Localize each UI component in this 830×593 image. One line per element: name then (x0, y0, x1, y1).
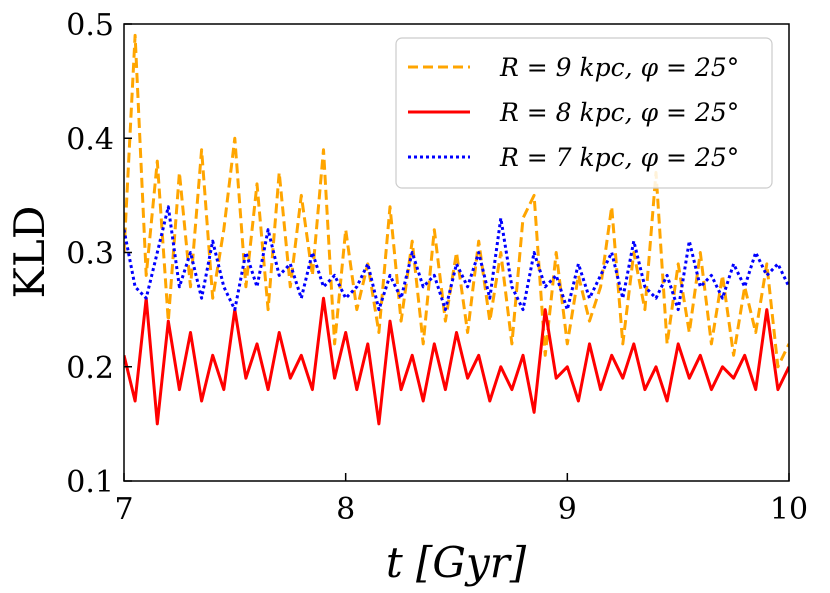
y-tick-label: 0.5 (66, 8, 114, 43)
legend-label-3: R = 7 kpc, φ = 25° (499, 143, 739, 172)
x-tick-label: 10 (770, 492, 808, 527)
x-tick-label: 8 (336, 492, 355, 527)
x-tick-label: 7 (114, 492, 133, 527)
legend-label-2: R = 8 kpc, φ = 25° (499, 98, 739, 127)
series-layer (124, 33, 789, 426)
y-tick-label: 0.3 (66, 237, 114, 272)
y-tick-label: 0.2 (66, 351, 114, 386)
legend-box (395, 37, 773, 189)
y-tick-label: 0.4 (66, 122, 114, 157)
series-line-2 (124, 296, 789, 426)
x-axis-title: t [Gyr] (386, 538, 527, 587)
legend-label-1: R = 9 kpc, φ = 25° (499, 53, 739, 82)
series-line-3 (124, 205, 789, 312)
y-axis-title: KLD (5, 206, 54, 299)
x-tick-label: 9 (558, 492, 577, 527)
y-tick-label: 0.1 (66, 465, 114, 500)
series-line-1 (124, 33, 789, 369)
ticks-layer: 7 8 9 10 0.1 0.2 0.3 0.4 0.5 (66, 8, 808, 527)
legend: R = 9 kpc, φ = 25° R = 8 kpc, φ = 25° R = … (395, 37, 773, 189)
